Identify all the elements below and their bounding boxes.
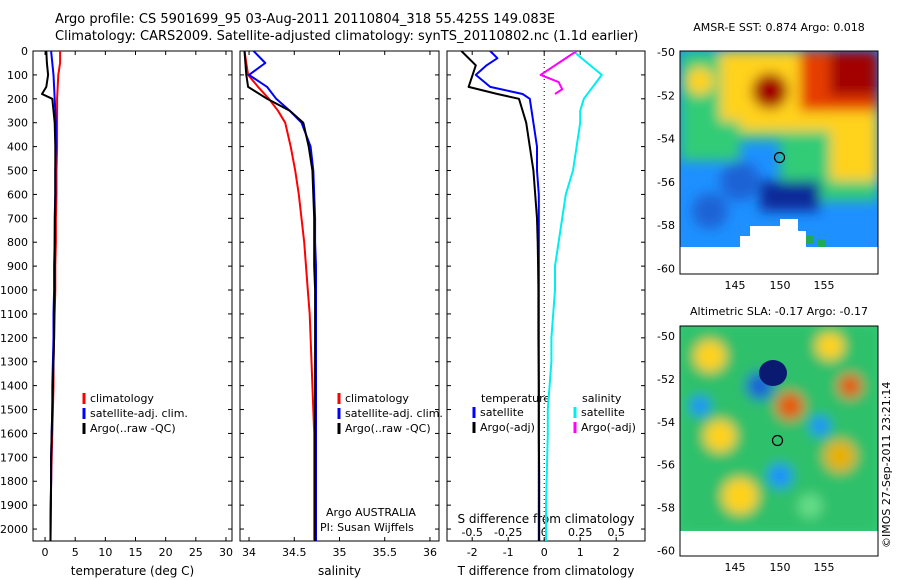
- legend-label: Argo(-adj): [480, 421, 535, 434]
- series-line: [243, 51, 316, 541]
- legend-label: satellite: [581, 406, 625, 419]
- map-title: Altimetric SLA: -0.17 Argo: -0.17: [690, 305, 868, 318]
- argo-institution: Argo AUSTRALIA: [326, 506, 416, 519]
- x-tick-label: 20: [159, 546, 173, 559]
- series-line: [539, 51, 578, 95]
- legend-label: satellite-adj. clim.: [90, 407, 188, 420]
- x-tick-label: 35: [333, 546, 347, 559]
- depth-tick-label: 1100: [0, 308, 28, 321]
- series-line: [243, 51, 317, 541]
- map-lat-label: -60: [657, 263, 675, 276]
- figure-title-line2: Climatology: CARS2009. Satellite-adjuste…: [55, 29, 639, 44]
- depth-tick-label: 1800: [0, 475, 28, 488]
- copyright-stamp: ©IMOS 27-Sep-2011 23:21:14: [880, 382, 893, 548]
- legend-label: Argo(-adj): [581, 421, 636, 434]
- figure-title-line1: Argo profile: CS 5901699_95 03-Aug-2011 …: [55, 12, 556, 27]
- x-tick-label: 36: [423, 546, 437, 559]
- sst-map: [679, 50, 879, 275]
- map-lon-label: 145: [725, 279, 746, 292]
- map-lon-label: 150: [770, 279, 791, 292]
- x-tick-label: 10: [98, 546, 112, 559]
- map-lon-label: 145: [725, 561, 746, 574]
- x-tick-label: 5: [72, 546, 79, 559]
- depth-tick-label: 700: [7, 212, 28, 225]
- depth-tick-label: 1500: [0, 404, 28, 417]
- x-tick-label: -1: [503, 546, 514, 559]
- legend-temperature-head: temperature: [481, 392, 550, 405]
- depth-tick-label: 200: [7, 93, 28, 106]
- depth-tick-label: 800: [7, 236, 28, 249]
- depth-tick-label: 1200: [0, 332, 28, 345]
- depth-tick-label: 1300: [0, 356, 28, 369]
- depth-tick-label: 1900: [0, 499, 28, 512]
- depth-tick-label: 1400: [0, 380, 28, 393]
- depth-tick-label: 600: [7, 188, 28, 201]
- legend-label: climatology: [345, 392, 409, 405]
- depth-tick-label: 1700: [0, 451, 28, 464]
- depth-tick-label: 100: [7, 69, 28, 82]
- map-lat-label: -52: [657, 89, 675, 102]
- x-axis-label: salinity: [318, 564, 361, 578]
- map-lat-label: -58: [657, 219, 675, 232]
- depth-tick-label: 1600: [0, 427, 28, 440]
- x-tick-label: 34.5: [282, 546, 307, 559]
- legend-salinity-head: salinity: [582, 392, 622, 405]
- map-lat-label: -58: [657, 502, 675, 515]
- x-tick-label: 15: [129, 546, 143, 559]
- depth-tick-label: 2000: [0, 523, 28, 536]
- legend-label: satellite: [480, 406, 524, 419]
- depth-tick-label: 900: [7, 260, 28, 273]
- x-tick-label: 1: [577, 546, 584, 559]
- map-title: AMSR-E SST: 0.874 Argo: 0.018: [693, 21, 865, 34]
- argo-location-marker-sla: [771, 434, 784, 447]
- x-tick-label: 2: [613, 546, 620, 559]
- map-lon-label: 150: [770, 561, 791, 574]
- series-line: [474, 51, 540, 541]
- map-lat-label: -52: [657, 373, 675, 386]
- map-lat-label: -54: [657, 133, 675, 146]
- s-tick-label: 0: [541, 526, 548, 539]
- x-tick-label: 30: [219, 546, 233, 559]
- depth-tick-label: 0: [21, 45, 28, 58]
- map-lon-label: 155: [814, 561, 835, 574]
- depth-tick-label: 500: [7, 165, 28, 178]
- map-lat-label: -54: [657, 416, 675, 429]
- x-tick-label: -2: [467, 546, 478, 559]
- depth-tick-label: 300: [7, 117, 28, 130]
- argo-location-marker: [773, 151, 786, 164]
- x-axis-label: T difference from climatology: [457, 564, 635, 578]
- series-line: [41, 51, 57, 541]
- depth-tick-label: 1000: [0, 284, 28, 297]
- salinity-panel-frame: [239, 50, 440, 542]
- series-line: [248, 51, 317, 541]
- series-line: [460, 51, 541, 541]
- s-tick-label: -0.5: [461, 526, 482, 539]
- s-tick-label: 0.5: [607, 526, 625, 539]
- sla-map: [679, 325, 879, 557]
- legend-label: climatology: [90, 392, 154, 405]
- x-tick-label: 35.5: [372, 546, 397, 559]
- legend-label: satellite-adj. clim.: [345, 407, 443, 420]
- s-tick-label: -0.25: [494, 526, 522, 539]
- x-tick-label: 34: [242, 546, 256, 559]
- map-lat-label: -60: [657, 545, 675, 558]
- map-lat-label: -50: [657, 46, 675, 59]
- argo-pi: PI: Susan Wijffels: [320, 521, 414, 534]
- map-lat-label: -56: [657, 459, 675, 472]
- x-axis-label: temperature (deg C): [71, 564, 194, 578]
- map-lon-label: 155: [814, 279, 835, 292]
- depth-tick-label: 400: [7, 141, 28, 154]
- s-tick-label: 0.25: [568, 526, 593, 539]
- legend-label: Argo(..raw -QC): [90, 422, 176, 435]
- series-line: [545, 51, 603, 541]
- map-lat-label: -50: [657, 330, 675, 343]
- x-tick-label: 25: [189, 546, 203, 559]
- legend-label: Argo(..raw -QC): [345, 422, 431, 435]
- x-tick-label: 0: [42, 546, 49, 559]
- x-tick-label: 0: [541, 546, 548, 559]
- map-lat-label: -56: [657, 176, 675, 189]
- temperature-panel-frame: [32, 50, 233, 542]
